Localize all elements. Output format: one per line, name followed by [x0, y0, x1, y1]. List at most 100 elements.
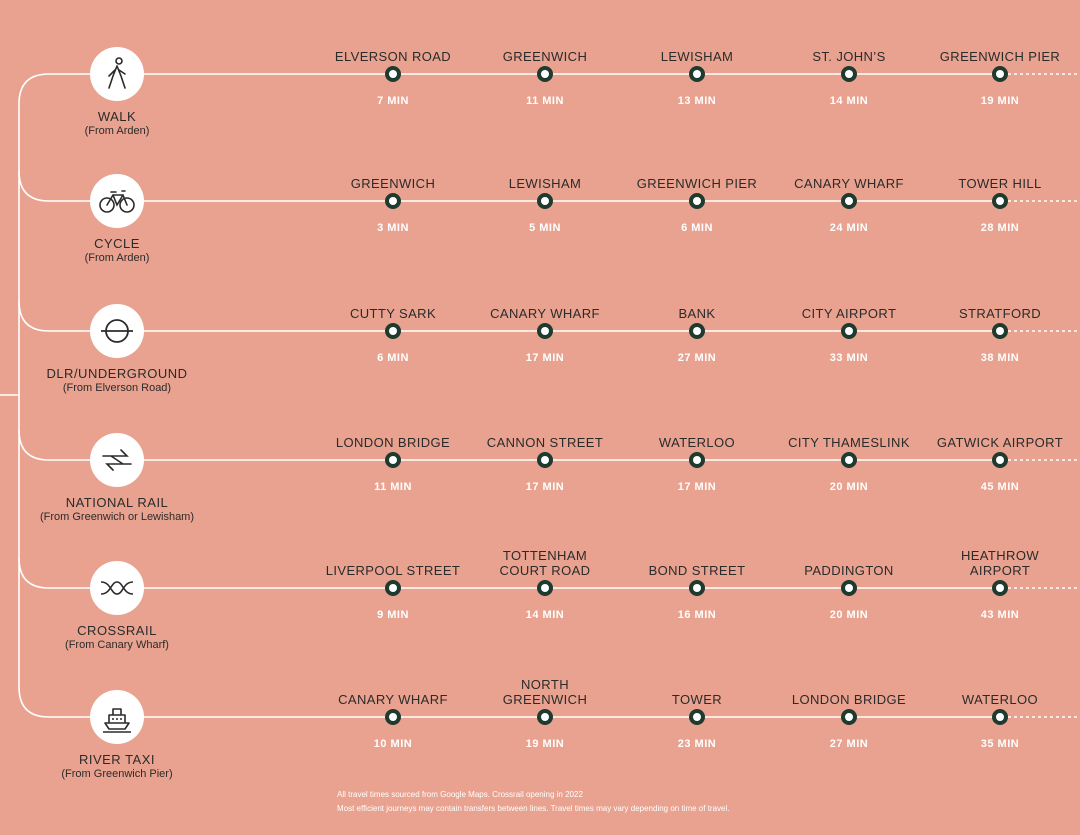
station-name-line: LONDON BRIDGE [335, 435, 451, 450]
travel-time: 20 MIN [829, 609, 869, 621]
station-name-line: STRATFORD [958, 306, 1042, 321]
walk-icon [90, 47, 144, 101]
station-name: ELVERSON ROAD [318, 49, 468, 64]
stop-marker [841, 709, 857, 725]
crossrail-icon [90, 561, 144, 615]
stop-marker [385, 193, 401, 209]
travel-time: 23 MIN [677, 738, 717, 750]
stop-marker [385, 580, 401, 596]
travel-time: 14 MIN [525, 609, 565, 621]
station-name: TOWER HILL [925, 176, 1075, 191]
travel-time: 11 MIN [374, 481, 412, 493]
stop-marker [689, 452, 705, 468]
mode-name: WALK [97, 109, 137, 124]
station-name: LIVERPOOL STREET [318, 563, 468, 578]
mode-origin: (From Greenwich Pier) [61, 768, 173, 780]
footnote-line-2: Most efficient journeys may contain tran… [337, 804, 730, 813]
station-name-line: CITY THAMESLINK [788, 435, 910, 450]
travel-time: 13 MIN [677, 95, 717, 107]
travel-time: 3 MIN [377, 222, 409, 234]
station-name: STRATFORD [925, 306, 1075, 321]
stop-marker [689, 193, 705, 209]
stop-marker [537, 323, 553, 339]
station-name: GREENWICH [318, 176, 468, 191]
station-name: BANK [622, 306, 772, 321]
station-name: WATERLOO [925, 692, 1075, 707]
stop-marker [537, 709, 553, 725]
station-name-line: CANARY WHARF [338, 692, 448, 707]
stop-marker [689, 323, 705, 339]
travel-time: 20 MIN [829, 481, 869, 493]
national-rail-icon [90, 433, 144, 487]
stop-marker [992, 580, 1008, 596]
station-name-line: HEATHROW [960, 548, 1040, 563]
mode-origin: (From Greenwich or Lewisham) [39, 511, 195, 523]
station-name-line: GREENWICH PIER [939, 49, 1061, 64]
stop-marker [841, 452, 857, 468]
stop-marker [841, 323, 857, 339]
station-name-line: LONDON BRIDGE [791, 692, 907, 707]
station-name-line: ST. JOHN’S [812, 49, 886, 64]
travel-time: 33 MIN [829, 352, 869, 364]
mode-name: CROSSRAIL [77, 623, 157, 638]
station-name-line: LEWISHAM [660, 49, 734, 64]
station-name: CANNON STREET [470, 435, 620, 450]
station-name-line: CUTTY SARK [349, 306, 437, 321]
station-name-line: AIRPORT [969, 563, 1031, 578]
stop-marker [385, 452, 401, 468]
station-name: NORTH GREENWICH [470, 677, 620, 707]
stop-marker [385, 709, 401, 725]
travel-time: 11 MIN [526, 95, 564, 107]
mode-name: RIVER TAXI [78, 752, 156, 767]
station-name: LEWISHAM [622, 49, 772, 64]
station-name-line: TOWER HILL [958, 176, 1042, 191]
station-name-line: GATWICK AIRPORT [936, 435, 1064, 450]
station-name: CITY THAMESLINK [774, 435, 924, 450]
station-name: CITY AIRPORT [774, 306, 924, 321]
mode-name: NATIONAL RAIL [65, 495, 169, 510]
station-name: GREENWICH PIER [622, 176, 772, 191]
travel-time: 28 MIN [980, 222, 1020, 234]
station-name: GREENWICH PIER [925, 49, 1075, 64]
station-name: HEATHROW AIRPORT [925, 548, 1075, 578]
mode-origin: (From Canary Wharf) [65, 639, 169, 651]
station-name-line: BOND STREET [648, 563, 746, 578]
station-name: LEWISHAM [470, 176, 620, 191]
underground-roundel-icon [90, 304, 144, 358]
station-name-line: WATERLOO [961, 692, 1039, 707]
station-name-line: GREENWICH [350, 176, 436, 191]
stop-marker [841, 66, 857, 82]
station-name: CUTTY SARK [318, 306, 468, 321]
mode-origin: (From Arden) [84, 125, 150, 137]
stop-marker [537, 452, 553, 468]
station-name-line: GREENWICH [502, 692, 588, 707]
travel-time: 6 MIN [681, 222, 713, 234]
stop-marker [537, 193, 553, 209]
travel-time: 17 MIN [677, 481, 717, 493]
station-name-line: CITY AIRPORT [801, 306, 897, 321]
stop-marker [689, 709, 705, 725]
travel-time: 27 MIN [829, 738, 869, 750]
stop-marker [992, 193, 1008, 209]
stop-marker [992, 452, 1008, 468]
bicycle-icon [90, 174, 144, 228]
travel-time: 19 MIN [525, 738, 565, 750]
travel-time: 43 MIN [980, 609, 1020, 621]
station-name-line: GREENWICH PIER [636, 176, 758, 191]
mode-origin: (From Arden) [84, 252, 150, 264]
stop-marker [992, 66, 1008, 82]
travel-time: 19 MIN [980, 95, 1020, 107]
station-name: PADDINGTON [774, 563, 924, 578]
station-name-line: CANNON STREET [486, 435, 604, 450]
station-name-line: ELVERSON ROAD [334, 49, 452, 64]
stop-marker [385, 66, 401, 82]
travel-time: 5 MIN [529, 222, 561, 234]
station-name-line: CANARY WHARF [794, 176, 904, 191]
station-name-line: NORTH [521, 677, 569, 692]
travel-time: 38 MIN [980, 352, 1020, 364]
station-name-line: COURT ROAD [499, 563, 591, 578]
stop-marker [689, 66, 705, 82]
station-name: TOWER [622, 692, 772, 707]
stop-marker [841, 193, 857, 209]
